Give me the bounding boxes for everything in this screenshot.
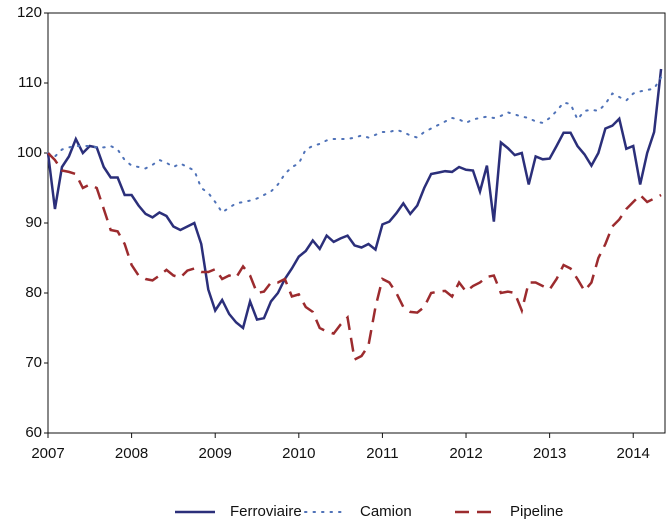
series-line	[46, 68, 663, 331]
y-tick-label: 80	[25, 284, 42, 301]
plot-frame	[47, 12, 666, 434]
x-tick-label: 2010	[282, 445, 315, 462]
legend-label: Ferroviaire	[230, 503, 302, 520]
x-tick-label: 2013	[533, 445, 566, 462]
x-tick-label: 2012	[449, 445, 482, 462]
legend-label: Pipeline	[510, 503, 563, 520]
y-tick-label: 70	[25, 354, 42, 371]
series-line	[47, 152, 662, 362]
x-tick-label: 2009	[199, 445, 232, 462]
y-tick-label: 110	[18, 74, 42, 91]
x-tick-label: 2008	[115, 445, 148, 462]
legend-label: Camion	[360, 503, 412, 520]
y-tick-label: 60	[25, 424, 42, 441]
x-tick-label: 2007	[31, 445, 64, 462]
x-tick-label: 2014	[617, 445, 650, 462]
y-tick-label: 90	[25, 214, 42, 231]
x-tick-label: 2011	[366, 445, 398, 462]
y-tick-label: 100	[17, 144, 42, 161]
y-tick-label: 120	[17, 4, 42, 21]
series-line	[47, 76, 663, 214]
